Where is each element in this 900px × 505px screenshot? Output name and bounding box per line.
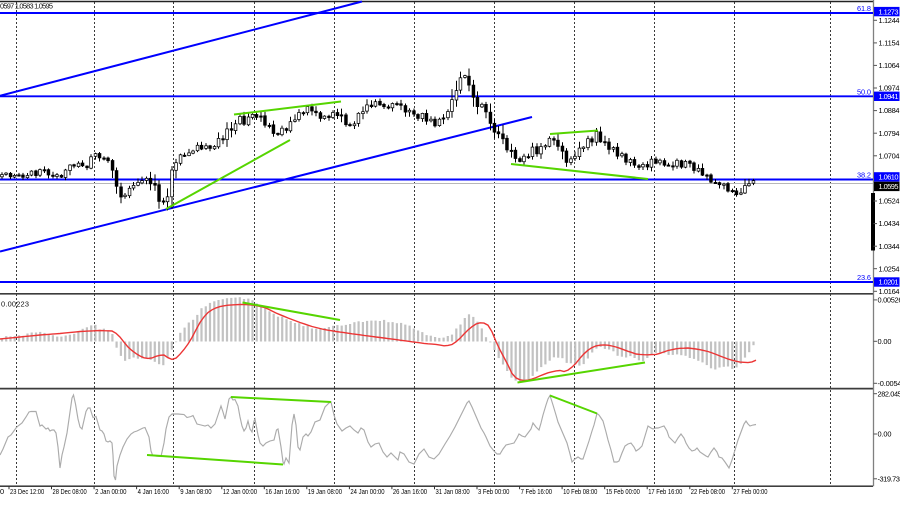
svg-text:10 Feb 08:00: 10 Feb 08:00 [563,487,597,496]
svg-text:23 Dec 12:00: 23 Dec 12:00 [10,487,44,496]
svg-text:0.00: 0.00 [878,337,892,346]
svg-text:1.0794: 1.0794 [879,129,900,138]
svg-text:0: 0 [0,487,4,496]
svg-text:1.0610: 1.0610 [879,173,899,182]
svg-text:1.1244: 1.1244 [879,16,900,25]
svg-text:24 Jan 00:00: 24 Jan 00:00 [350,487,384,496]
svg-text:0.00: 0.00 [878,430,892,439]
svg-text:31 Jan 08:00: 31 Jan 08:00 [436,487,470,496]
svg-text:1.0941: 1.0941 [879,92,899,101]
svg-text:16 Jan 16:00: 16 Jan 16:00 [265,487,299,496]
svg-text:1.0524: 1.0524 [879,197,900,206]
svg-text:1.0704: 1.0704 [879,151,900,160]
svg-text:1.0254: 1.0254 [879,264,900,273]
svg-text:22 Feb 08:00: 22 Feb 08:00 [691,487,725,496]
svg-text:26 Jan 16:00: 26 Jan 16:00 [393,487,427,496]
svg-text:27 Feb 00:00: 27 Feb 00:00 [733,487,767,496]
svg-text:1.1154: 1.1154 [879,39,900,48]
svg-text:50.0: 50.0 [857,87,871,96]
svg-text:1.1064: 1.1064 [879,61,900,70]
svg-text:1.0595: 1.0595 [879,182,899,191]
svg-text:1.1273: 1.1273 [879,7,899,16]
svg-text:7 Feb 16:00: 7 Feb 16:00 [521,487,552,496]
svg-text:23.6: 23.6 [857,273,871,282]
svg-text:3 Feb 00:00: 3 Feb 00:00 [478,487,509,496]
svg-text:19 Jan 08:00: 19 Jan 08:00 [308,487,342,496]
svg-text:12 Jan 00:00: 12 Jan 00:00 [223,487,257,496]
svg-text:38.2: 38.2 [857,171,871,180]
svg-text:0.00526: 0.00526 [878,296,900,305]
svg-text:0597 1.0583 1.0595: 0597 1.0583 1.0595 [0,2,53,11]
svg-text:2 Jan 00:00: 2 Jan 00:00 [95,487,126,496]
svg-text:1.0434: 1.0434 [879,219,900,228]
svg-text:17 Feb 16:00: 17 Feb 16:00 [648,487,682,496]
svg-text:0.00223: 0.00223 [1,300,29,309]
svg-text:61.8: 61.8 [857,4,871,13]
svg-text:-319.735: -319.735 [878,474,900,483]
svg-text:-0.00543: -0.00543 [878,379,900,388]
svg-text:1.0884: 1.0884 [879,106,900,115]
svg-text:282.0457: 282.0457 [878,389,900,398]
svg-text:9 Jan 08:00: 9 Jan 08:00 [180,487,211,496]
svg-text:4 Jan 16:00: 4 Jan 16:00 [138,487,169,496]
svg-text:1.0344: 1.0344 [879,242,900,251]
svg-text:28 Dec 08:00: 28 Dec 08:00 [53,487,87,496]
svg-text:1.0201: 1.0201 [879,278,899,287]
svg-text:15 Feb 00:00: 15 Feb 00:00 [606,487,640,496]
